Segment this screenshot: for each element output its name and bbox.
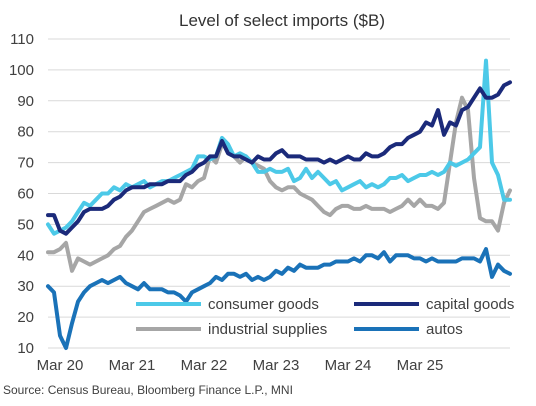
x-tick-label: Mar 21	[109, 357, 156, 374]
x-tick-label: Mar 24	[325, 357, 372, 374]
legend-label-autos: autos	[426, 321, 463, 338]
y-tick-label: 80	[17, 124, 34, 141]
series-line-autos	[46, 247, 512, 350]
legend-label-consumer-goods: consumer goods	[208, 296, 319, 313]
legend: consumer goods capital goods industrial su…	[136, 296, 514, 338]
series-lines	[46, 58, 512, 350]
y-tick-label: 50	[17, 216, 34, 233]
series-line-capital-goods	[46, 80, 512, 236]
y-tick-label: 20	[17, 309, 34, 326]
x-tick-label: Mar 22	[181, 357, 228, 374]
y-tick-label: 110	[10, 31, 34, 48]
y-tick-label: 10	[17, 340, 34, 357]
legend-label-capital-goods: capital goods	[426, 296, 514, 313]
legend-label-industrial-supplies: industrial supplies	[208, 321, 327, 338]
y-tick-label: 100	[9, 62, 34, 79]
x-tick-label: Mar 23	[253, 357, 300, 374]
source-note: Source: Census Bureau, Bloomberg Finance…	[3, 383, 293, 397]
y-tick-label: 40	[17, 247, 34, 264]
y-tick-label: 70	[17, 155, 34, 172]
x-tick-label: Mar 25	[397, 357, 444, 374]
y-tick-label: 60	[17, 186, 34, 203]
x-tick-label: Mar 20	[37, 357, 84, 374]
chart-title: Level of select imports ($B)	[179, 11, 385, 30]
y-axis-ticks: 10 20 30 40 50 60 70 80 90 100 110	[9, 31, 34, 357]
y-tick-label: 90	[17, 93, 34, 110]
y-tick-label: 30	[17, 278, 34, 295]
series-line-consumer-goods	[46, 58, 512, 236]
series-line-industrial-supplies	[46, 95, 512, 273]
x-axis-ticks: Mar 20 Mar 21 Mar 22 Mar 23 Mar 24 Mar 25	[37, 357, 444, 374]
